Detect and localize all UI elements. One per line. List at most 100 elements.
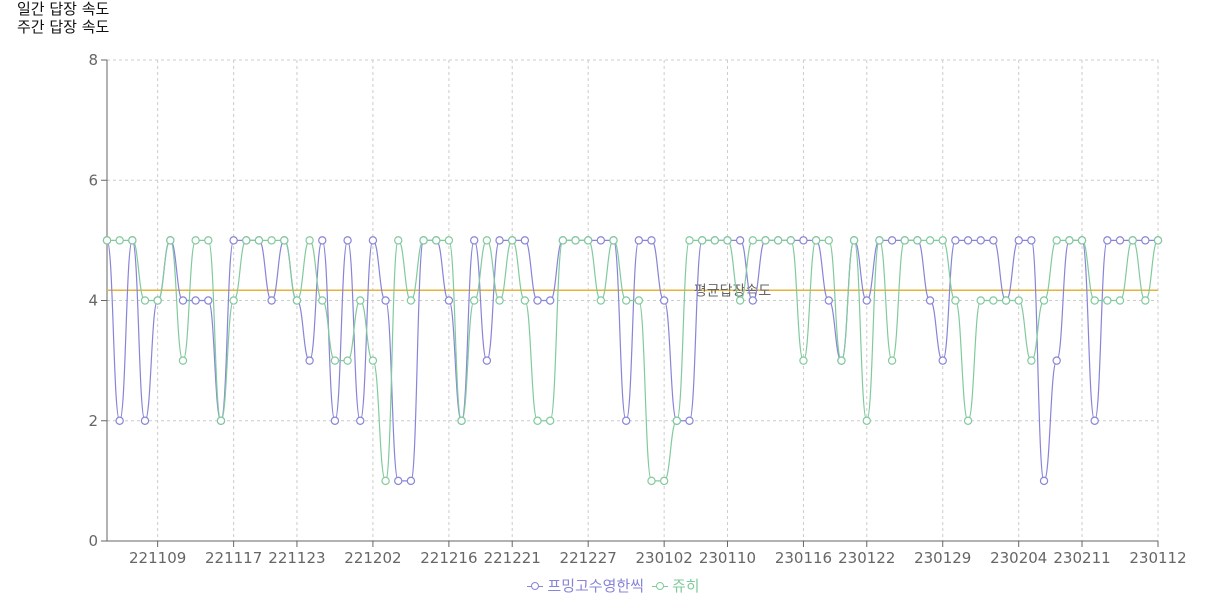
data-point[interactable]: [1153, 236, 1163, 245]
data-point[interactable]: [989, 236, 998, 245]
data-point[interactable]: [634, 236, 644, 245]
data-point[interactable]: [735, 296, 745, 305]
data-point[interactable]: [1001, 296, 1011, 305]
data-point[interactable]: [381, 296, 390, 305]
data-point[interactable]: [470, 236, 479, 245]
data-point[interactable]: [343, 356, 352, 365]
data-point[interactable]: [672, 416, 682, 425]
data-point[interactable]: [989, 296, 998, 305]
data-point[interactable]: [723, 236, 732, 245]
data-point[interactable]: [951, 296, 960, 305]
data-point[interactable]: [368, 236, 378, 245]
data-point[interactable]: [153, 296, 162, 305]
data-point[interactable]: [444, 296, 454, 305]
data-point[interactable]: [862, 416, 871, 425]
weekly-reply-speed-label[interactable]: 주간 답장 속도: [17, 18, 110, 36]
data-point[interactable]: [229, 236, 238, 245]
data-point[interactable]: [204, 236, 213, 245]
data-point[interactable]: [900, 236, 909, 245]
data-point[interactable]: [115, 416, 124, 425]
data-point[interactable]: [1039, 476, 1049, 486]
data-point[interactable]: [799, 356, 808, 365]
data-point[interactable]: [1065, 236, 1074, 245]
data-point[interactable]: [824, 296, 833, 305]
data-point[interactable]: [647, 476, 656, 486]
data-point[interactable]: [267, 296, 276, 305]
data-point[interactable]: [951, 236, 960, 245]
data-point[interactable]: [1027, 356, 1036, 365]
data-point[interactable]: [938, 236, 947, 245]
data-point[interactable]: [318, 296, 327, 305]
data-point[interactable]: [1141, 236, 1150, 245]
data-point[interactable]: [1090, 296, 1099, 305]
data-point[interactable]: [748, 296, 757, 305]
data-point[interactable]: [786, 236, 795, 245]
data-point[interactable]: [533, 296, 542, 305]
data-point[interactable]: [938, 356, 947, 365]
data-point[interactable]: [697, 236, 707, 245]
data-point[interactable]: [254, 236, 264, 245]
data-point[interactable]: [621, 416, 631, 425]
data-point[interactable]: [508, 236, 517, 245]
data-point[interactable]: [115, 236, 124, 245]
data-point[interactable]: [963, 416, 973, 425]
data-point[interactable]: [330, 416, 340, 425]
data-point[interactable]: [343, 236, 352, 245]
data-point[interactable]: [128, 236, 137, 245]
data-point[interactable]: [609, 236, 618, 245]
data-point[interactable]: [482, 236, 492, 245]
data-point[interactable]: [229, 296, 238, 305]
data-point[interactable]: [887, 236, 897, 245]
data-point[interactable]: [571, 236, 580, 245]
data-point[interactable]: [748, 236, 757, 245]
data-point[interactable]: [318, 236, 327, 245]
data-point[interactable]: [735, 236, 745, 245]
data-point[interactable]: [178, 296, 188, 305]
data-point[interactable]: [862, 296, 871, 305]
data-point[interactable]: [976, 236, 985, 245]
data-point[interactable]: [925, 236, 935, 245]
data-point[interactable]: [647, 236, 656, 245]
data-point[interactable]: [1103, 296, 1112, 305]
data-point[interactable]: [267, 236, 276, 245]
data-point[interactable]: [545, 416, 555, 425]
data-point[interactable]: [634, 296, 644, 305]
data-point[interactable]: [925, 296, 935, 305]
data-point[interactable]: [799, 236, 808, 245]
data-point[interactable]: [1052, 236, 1061, 245]
data-point[interactable]: [406, 476, 416, 486]
data-point[interactable]: [1039, 296, 1049, 305]
legend-item-0[interactable]: 프밍고수영한씩: [527, 575, 644, 596]
data-point[interactable]: [520, 236, 530, 245]
daily-reply-speed-label[interactable]: 일간 답장 속도: [17, 0, 110, 18]
data-point[interactable]: [558, 236, 568, 245]
data-point[interactable]: [280, 236, 289, 245]
data-point[interactable]: [166, 236, 175, 245]
data-point[interactable]: [191, 296, 200, 305]
legend-item-1[interactable]: 쥬히: [652, 575, 700, 596]
data-point[interactable]: [533, 416, 542, 425]
data-point[interactable]: [394, 236, 403, 245]
data-point[interactable]: [710, 236, 720, 245]
data-point[interactable]: [1077, 236, 1087, 245]
data-point[interactable]: [406, 296, 416, 305]
data-point[interactable]: [204, 296, 213, 305]
data-point[interactable]: [242, 236, 251, 245]
data-point[interactable]: [545, 296, 555, 305]
data-point[interactable]: [520, 296, 530, 305]
data-point[interactable]: [140, 296, 150, 305]
data-point[interactable]: [482, 356, 492, 365]
data-point[interactable]: [1027, 236, 1036, 245]
data-point[interactable]: [1014, 236, 1023, 245]
data-point[interactable]: [419, 236, 428, 245]
data-point[interactable]: [292, 296, 302, 305]
data-point[interactable]: [659, 476, 669, 486]
data-point[interactable]: [685, 236, 694, 245]
data-point[interactable]: [583, 236, 593, 245]
data-point[interactable]: [330, 356, 340, 365]
data-point[interactable]: [887, 356, 897, 365]
data-point[interactable]: [495, 296, 504, 305]
data-point[interactable]: [356, 416, 365, 425]
data-point[interactable]: [621, 296, 631, 305]
data-point[interactable]: [1052, 356, 1061, 365]
